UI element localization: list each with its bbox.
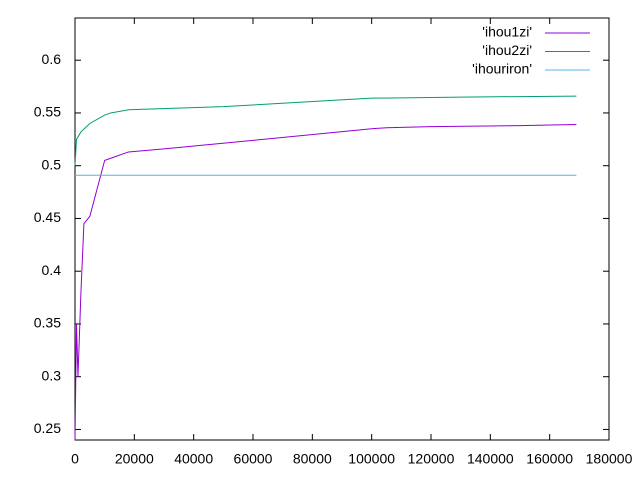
- x-tick-label: 60000: [234, 451, 273, 467]
- x-tick-label: 0: [71, 451, 79, 467]
- x-tick-label: 80000: [293, 451, 332, 467]
- plot-frame: [74, 17, 610, 441]
- y-tick-label: 0.35: [34, 315, 61, 331]
- x-tick-label: 140000: [467, 451, 514, 467]
- series-line: [74, 95, 577, 166]
- legend-label: 'ihouriron': [472, 61, 532, 77]
- y-tick-label: 0.45: [34, 209, 61, 225]
- y-tick-label: 0.55: [34, 104, 61, 120]
- y-tick-label: 0.6: [42, 51, 62, 67]
- legend-label: 'ihou1zi': [482, 24, 532, 40]
- legend-label: 'ihou2zi': [482, 42, 532, 58]
- x-tick-label: 100000: [348, 451, 395, 467]
- y-tick-label: 0.5: [42, 156, 62, 172]
- y-tick-label: 0.3: [42, 367, 62, 383]
- x-tick-label: 180000: [586, 451, 633, 467]
- x-tick-label: 160000: [526, 451, 573, 467]
- x-tick-label: 40000: [174, 451, 213, 467]
- y-tick-label: 0.4: [42, 262, 62, 278]
- y-tick-label: 0.25: [34, 420, 61, 436]
- x-tick-label: 20000: [115, 451, 154, 467]
- series-line: [74, 124, 577, 441]
- x-tick-label: 120000: [408, 451, 455, 467]
